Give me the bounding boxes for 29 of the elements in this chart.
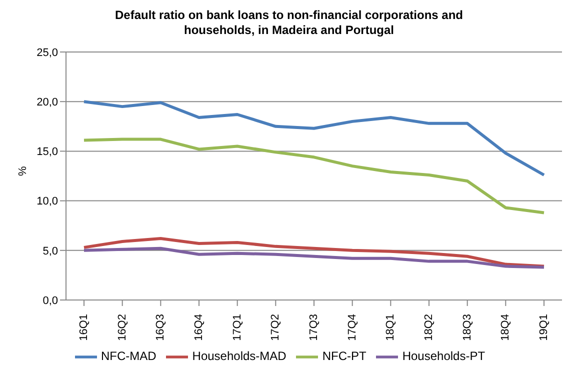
legend-label: Households-MAD (192, 349, 286, 364)
x-tick-label: 17Q2 (270, 314, 282, 341)
y-tick-label: 0,0 (42, 294, 58, 307)
x-tick-label: 18Q1 (384, 314, 397, 341)
x-tick-label: 16Q1 (78, 314, 90, 341)
line-series (82, 138, 546, 214)
legend-label: NFC-PT (322, 349, 366, 364)
x-tick-label: 18Q3 (461, 314, 474, 341)
legend-label: Households-PT (402, 349, 486, 364)
x-tick-label: 16Q3 (154, 314, 167, 341)
x-tick-label: 17Q1 (231, 314, 244, 341)
y-tick-label: 25,0 (36, 46, 58, 59)
x-tick-label: 17Q3 (308, 314, 320, 341)
legend-label: NFC-MAD (100, 349, 156, 364)
y-tick-label: 15,0 (36, 146, 58, 158)
line-series (82, 236, 546, 268)
x-tick-label: 18Q2 (423, 314, 435, 341)
x-tick-label: 17Q4 (346, 314, 358, 341)
x-tick-label: 19Q1 (538, 314, 550, 341)
line-series (82, 246, 546, 269)
y-tick-label: 5,0 (42, 245, 58, 258)
chart-title: Default ratio on bank loans to non-financial corporations and households, in Madeira and Portugal (114, 8, 464, 38)
y-axis-title: % (16, 166, 29, 176)
x-tick-label: 18Q4 (500, 314, 512, 341)
line-series (82, 100, 546, 177)
x-tick-label: 16Q2 (116, 314, 128, 341)
y-tick-label: 20,0 (36, 96, 58, 109)
x-tick-label: 16Q4 (193, 314, 205, 341)
y-tick-label: 10,0 (36, 196, 58, 208)
